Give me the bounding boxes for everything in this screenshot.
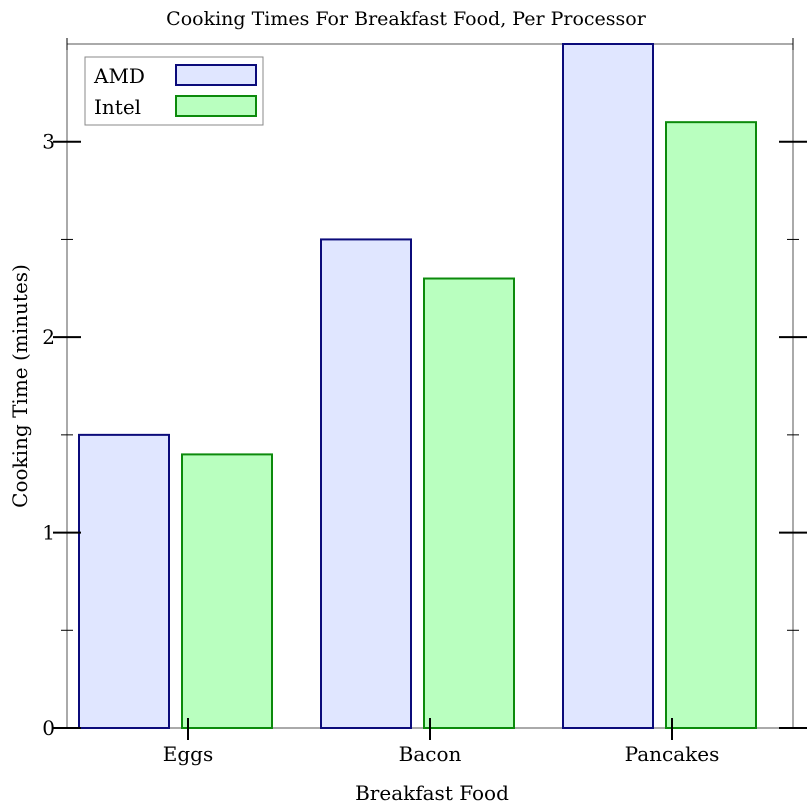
y-axis-label: Cooking Time (minutes) <box>8 264 32 508</box>
bar-amd-eggs <box>78 433 170 729</box>
y-tick-label: 2 <box>42 325 55 349</box>
x-axis-label: Breakfast Food <box>355 781 509 805</box>
y-tick-label: 3 <box>42 130 55 154</box>
legend-swatch-amd <box>175 64 257 86</box>
legend-swatch-intel <box>175 95 257 117</box>
y-tick-label: 0 <box>42 716 55 740</box>
bar-intel-pancakes <box>665 121 757 729</box>
bar-intel-eggs <box>181 453 273 729</box>
legend-label-intel: Intel <box>94 95 141 119</box>
chart-title: Cooking Times For Breakfast Food, Per Pr… <box>166 8 647 30</box>
x-tick-label: Pancakes <box>625 742 720 766</box>
bar-amd-pancakes <box>562 43 654 729</box>
x-tick-label: Bacon <box>399 742 462 766</box>
bars <box>78 43 757 730</box>
legend: AMD Intel <box>84 56 264 126</box>
x-tick-label: Eggs <box>163 742 213 766</box>
ticks: Eggs Bacon Pancakes 0 1 2 3 <box>42 38 807 766</box>
legend-label-amd: AMD <box>93 64 145 88</box>
bar-intel-bacon <box>423 277 515 729</box>
y-tick-label: 1 <box>42 521 55 545</box>
bar-amd-bacon <box>320 238 412 730</box>
